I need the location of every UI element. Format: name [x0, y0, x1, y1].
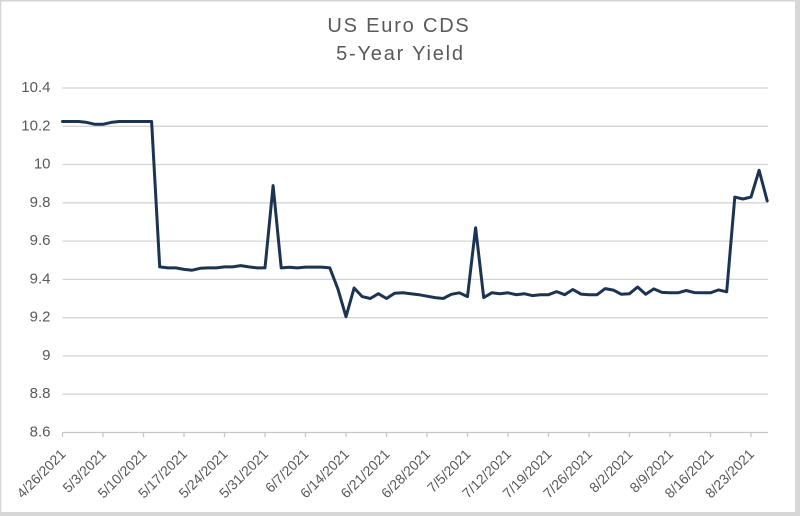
svg-text:9.4: 9.4 — [30, 270, 51, 287]
svg-text:10.2: 10.2 — [21, 117, 50, 134]
svg-text:9.2: 9.2 — [30, 309, 51, 326]
svg-text:US Euro CDS: US Euro CDS — [327, 15, 470, 37]
svg-text:10.4: 10.4 — [21, 79, 50, 96]
svg-text:10: 10 — [34, 156, 51, 173]
svg-text:8.8: 8.8 — [30, 385, 51, 402]
svg-text:9.6: 9.6 — [30, 232, 51, 249]
svg-text:8.6: 8.6 — [30, 424, 51, 441]
svg-text:9: 9 — [42, 347, 50, 364]
svg-text:9.8: 9.8 — [30, 194, 51, 211]
svg-text:5-Year Yield: 5-Year Yield — [336, 43, 465, 65]
